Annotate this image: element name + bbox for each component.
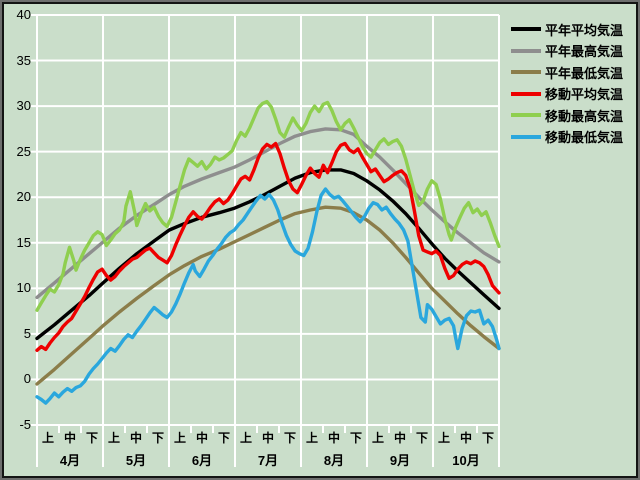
x-period-label: 中 [129, 431, 142, 445]
legend-line-moving-max [511, 113, 541, 117]
y-tick-label: 5 [23, 325, 31, 341]
legend-item-normal-mean[interactable]: 平年平均気温 [511, 20, 623, 38]
x-month-label: 5月 [125, 453, 147, 468]
x-period-label: 下 [151, 431, 164, 445]
legend-item-normal-min[interactable]: 平年最低気温 [511, 63, 623, 81]
x-month-label: 7月 [257, 453, 279, 468]
x-period-label: 下 [283, 431, 296, 445]
legend-line-normal-mean [511, 27, 541, 31]
series-line-moving-min[interactable] [35, 187, 501, 405]
legend-label: 平年最低気温 [545, 65, 624, 81]
x-period-label: 上 [305, 431, 318, 445]
series-line-normal-min[interactable] [35, 205, 501, 386]
legend-label: 平年最高気温 [545, 44, 624, 59]
legend-label: 移動平均気温 [545, 87, 624, 102]
x-period-label: 中 [327, 431, 340, 445]
y-tick-label: -5 [19, 417, 31, 432]
x-period-label: 中 [63, 431, 76, 445]
x-period-label: 中 [459, 431, 472, 445]
x-period-label: 中 [261, 431, 274, 445]
x-month-label: 6月 [191, 453, 213, 468]
legend-label: 移動最低気温 [545, 130, 624, 145]
x-period-label: 下 [481, 431, 494, 445]
x-period-label: 上 [41, 431, 54, 445]
x-period-label: 上 [107, 431, 120, 445]
x-month-label: 10月 [452, 453, 480, 468]
x-period-label: 下 [217, 431, 230, 445]
x-period-label: 上 [173, 431, 186, 445]
series-line-moving-max[interactable] [35, 99, 501, 312]
legend-item-moving-min[interactable]: 移動最低気温 [511, 128, 623, 146]
x-period-label: 下 [85, 431, 98, 445]
legend-line-normal-min [511, 70, 541, 74]
legend-item-moving-mean[interactable]: 移動平均気温 [511, 85, 623, 103]
x-period-label: 下 [349, 431, 362, 445]
x-period-label: 上 [437, 431, 450, 445]
x-period-label: 下 [415, 431, 428, 445]
x-period-label: 上 [239, 431, 252, 445]
x-period-label: 中 [393, 431, 406, 445]
legend-label: 移動最高気温 [545, 108, 624, 124]
y-tick-label: 0 [23, 371, 31, 387]
legend-label: 平年平均気温 [545, 22, 624, 38]
x-month-label: 8月 [323, 453, 345, 468]
y-tick-label: 35 [16, 52, 31, 68]
y-tick-label: 20 [16, 189, 31, 205]
y-tick-label: 10 [16, 280, 31, 296]
series-line-normal-max[interactable] [35, 127, 501, 300]
legend-item-moving-max[interactable]: 移動最高気温 [511, 106, 623, 124]
x-period-label: 中 [195, 431, 208, 445]
x-month-label: 4月 [59, 453, 81, 468]
y-tick-label: 15 [16, 234, 31, 250]
legend-line-normal-max [511, 48, 541, 53]
y-tick-label: 40 [16, 7, 31, 22]
y-tick-label: 25 [16, 143, 31, 159]
y-tick-label: 30 [16, 98, 31, 114]
legend-line-moving-min [511, 134, 541, 139]
x-month-label: 9月 [389, 453, 411, 468]
legend-line-moving-mean [511, 91, 541, 96]
series-line-moving-mean[interactable] [35, 141, 501, 352]
legend-item-normal-max[interactable]: 平年最高気温 [511, 42, 623, 60]
x-period-label: 上 [371, 431, 384, 445]
